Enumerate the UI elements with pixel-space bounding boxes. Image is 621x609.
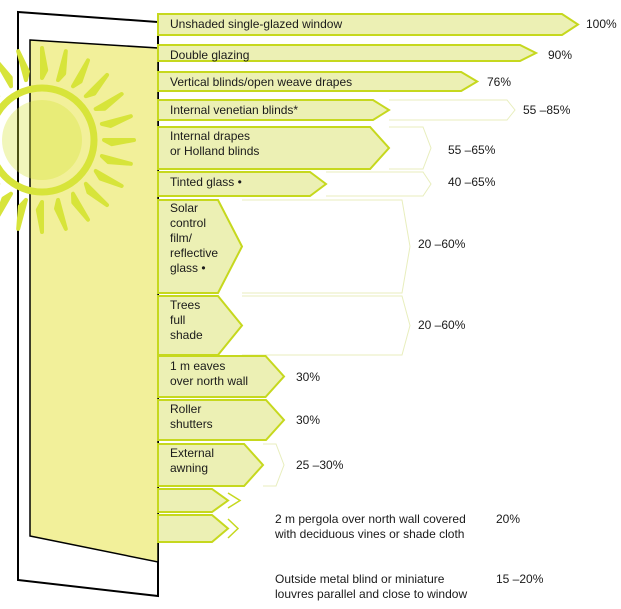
category-label: 1 m eaves over north wall [170,359,249,388]
category-label: External awning [170,446,215,475]
category-label: Solar control film/ reflective glass • [170,201,219,275]
range-outline [263,443,285,487]
value-label: 25 –30% [296,458,344,472]
category-label: Trees full shade [170,298,203,342]
bar-1 [157,44,539,62]
bar-12 [157,514,230,543]
bar-shape [157,355,286,398]
bar-shape [157,71,480,92]
bar-shape [157,44,539,62]
window-glass [29,39,159,563]
bar-shape [157,488,230,513]
category-label: Double glazing [170,48,250,62]
bar-shape [157,443,265,487]
bar-shape [157,295,244,356]
bar-11 [157,488,230,513]
bar-shape [157,13,580,36]
value-label: 30% [296,370,321,384]
bar-shape [157,199,244,294]
value-label: 30% [296,413,321,427]
bar-shape [157,126,391,170]
bar-shape [157,99,391,121]
category-label: Outside metal blind or miniature louvres… [275,572,468,601]
value-label: 76% [487,75,512,89]
category-label: Internal drapes or Holland blinds [170,129,260,158]
range-outline [242,295,411,356]
bar-9 [157,399,286,441]
value-label: 90% [548,48,573,62]
value-label: 20 –60% [418,318,466,332]
value-label: 20 –60% [418,237,466,251]
bar-7 [157,295,411,356]
bar-2 [157,71,480,92]
bar-3 [157,99,516,121]
window-frame-icon [0,10,159,598]
value-label: 15 –20% [496,572,544,586]
bar-4 [157,126,432,170]
category-label: Vertical blinds/open weave drapes [170,75,353,89]
category-label: Unshaded single-glazed window [170,17,343,31]
range-outline [389,99,516,121]
category-label: Roller shutters [170,402,213,431]
range-outline [242,199,411,294]
value-label: 55 –65% [448,143,496,157]
bar-5 [157,171,432,197]
sun-icon [0,46,136,234]
bar-0 [157,13,580,36]
category-label: Internal venetian blinds* [170,103,299,117]
bar-6 [157,199,411,294]
bar-tip-11 [227,492,242,509]
range-outline [389,126,432,170]
bar-shape [157,171,328,197]
value-label: 40 –65% [448,175,496,189]
bars-group [157,13,580,543]
bar-8 [157,355,286,398]
bar-tip-12 [227,518,240,539]
bar-10 [157,443,285,487]
bar-shape [157,399,286,441]
category-label: Tinted glass • [170,175,242,189]
category-label: 2 m pergola over north wall covered with… [275,512,466,541]
value-label: 55 –85% [523,103,571,117]
bar-shape [157,514,230,543]
range-outline [326,171,432,197]
value-label: 20% [496,512,521,526]
value-label: 100% [586,17,617,31]
